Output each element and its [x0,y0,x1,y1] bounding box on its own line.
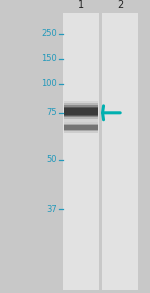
Text: 37: 37 [46,205,57,214]
Text: 75: 75 [46,108,57,117]
Text: 250: 250 [41,29,57,38]
Bar [64,105,98,117]
Bar [64,108,98,115]
Bar [64,124,98,131]
Text: 100: 100 [41,79,57,88]
Bar [63,13,99,290]
Bar [64,125,98,130]
Text: 150: 150 [41,54,57,63]
Bar [64,122,98,133]
Bar [102,13,138,290]
Bar [64,107,98,116]
Text: 1: 1 [78,0,84,10]
Bar [64,103,98,120]
Text: 2: 2 [117,0,123,10]
Text: 50: 50 [46,155,57,164]
Bar [64,101,98,122]
